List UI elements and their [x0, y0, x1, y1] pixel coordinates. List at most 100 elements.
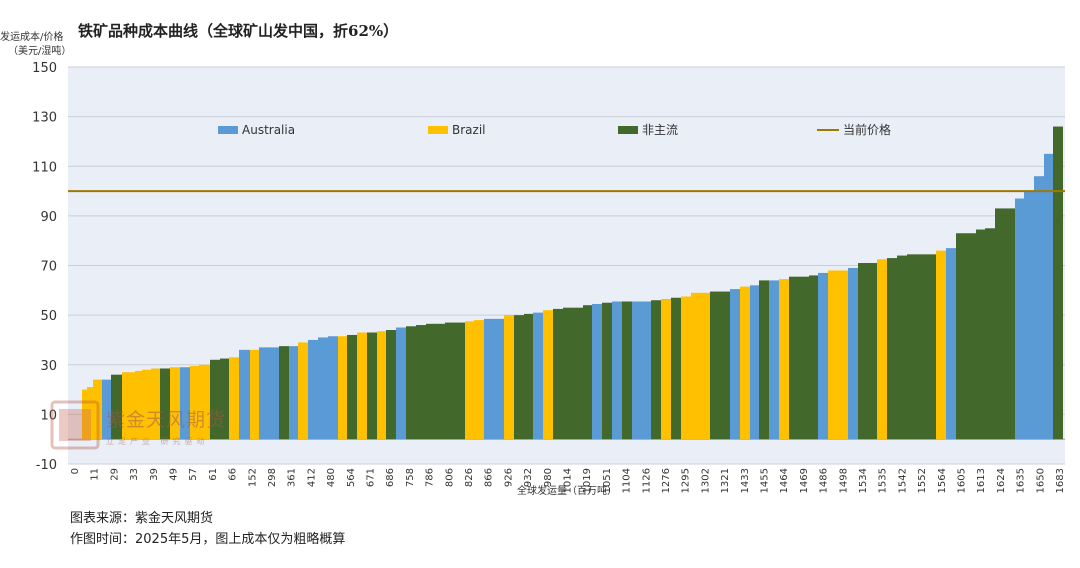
- bar-29: [367, 332, 377, 440]
- bar-0: [82, 389, 87, 440]
- bar-34: [416, 325, 426, 440]
- bar-16: [229, 357, 239, 440]
- x-tick-label: 1613: [976, 468, 987, 493]
- bar-62: [750, 285, 759, 440]
- bar-9: [160, 368, 170, 440]
- y-tick-label: 70: [40, 260, 57, 275]
- footer-note: 作图时间：2025年5月，图上成本仅为粗略概算: [70, 532, 346, 547]
- x-tick-label: 49: [169, 468, 180, 481]
- x-tick-label: 412: [306, 468, 317, 487]
- legend-label: 非主流: [642, 123, 678, 137]
- x-tick-label: 298: [267, 468, 278, 487]
- bar-36: [445, 322, 465, 440]
- bar-71: [858, 263, 877, 440]
- bar-6: [135, 370, 142, 440]
- x-tick-label: 1302: [700, 468, 711, 493]
- bar-43: [524, 313, 533, 440]
- x-tick-label: 1126: [641, 468, 652, 493]
- x-tick-label: 0: [70, 468, 81, 474]
- x-tick-label: 1635: [1016, 468, 1027, 493]
- x-tick-label: 33: [129, 468, 140, 481]
- legend-label: Australia: [242, 123, 295, 137]
- bar-84: [1034, 176, 1044, 440]
- bar-82: [1015, 198, 1024, 440]
- bar-65: [779, 279, 789, 440]
- x-tick-label: 1564: [937, 468, 948, 493]
- x-tick-label: 1542: [897, 468, 908, 493]
- x-tick-label: 926: [503, 468, 514, 487]
- x-tick-label: 671: [366, 468, 377, 487]
- bar-32: [396, 327, 406, 440]
- x-tick-label: 1605: [957, 468, 968, 493]
- bar-26: [338, 336, 347, 440]
- x-tick-label: 1295: [681, 468, 692, 493]
- x-tick-label: 1683: [1055, 468, 1066, 493]
- bars: [68, 126, 1065, 440]
- bar-18: [250, 349, 259, 440]
- legend-label: Brazil: [452, 123, 486, 137]
- bar-64: [769, 280, 779, 440]
- bar-24: [318, 337, 328, 440]
- bar-86: [1053, 126, 1063, 440]
- bar-44: [533, 312, 543, 440]
- x-tick-label: 1433: [740, 468, 751, 493]
- x-tick-label: 152: [247, 468, 258, 487]
- x-tick-label: 786: [425, 468, 436, 487]
- x-ticks: 0 11 29 33 39 49 57 61 66 152 298 361 412 480 564 671 68…: [70, 468, 1066, 493]
- bar-45: [543, 310, 553, 440]
- x-tick-label: 564: [346, 468, 357, 487]
- bar-58: [691, 292, 710, 440]
- bar-11: [180, 367, 190, 440]
- watermark-text: 紫金天风期货: [106, 409, 227, 431]
- bar-83: [1024, 191, 1034, 440]
- bar-30: [377, 331, 386, 440]
- x-tick-label: 11: [90, 468, 101, 481]
- bar-10: [170, 367, 180, 440]
- footer-source: 图表来源：紫金天风期货: [70, 511, 214, 526]
- bar-12: [190, 365, 199, 440]
- y-tick-label: 10: [40, 408, 57, 423]
- bar-17: [239, 349, 250, 440]
- x-tick-label: 686: [385, 468, 396, 487]
- x-tick-label: 932: [523, 468, 534, 487]
- bar-54: [651, 300, 661, 440]
- x-tick-label: 758: [405, 468, 416, 487]
- chart-title: 铁矿品种成本曲线（全球矿山发中国，折62%）: [78, 22, 399, 40]
- x-tick-label: 57: [188, 468, 199, 481]
- bar-35: [426, 323, 445, 440]
- x-tick-label: 1019: [582, 468, 593, 493]
- bar-41: [504, 315, 514, 440]
- x-tick-label: 39: [149, 468, 160, 481]
- bar-39: [484, 318, 494, 440]
- x-tick-label: 1104: [622, 468, 633, 493]
- x-tick-label: 826: [464, 468, 475, 487]
- x-tick-label: 1464: [779, 468, 790, 493]
- legend: Australia Brazil 非主流 当前价格: [218, 122, 891, 137]
- bar-81: [995, 208, 1015, 440]
- bar-13: [199, 364, 210, 440]
- y-axis-label: 发运成本/价格: [0, 32, 64, 43]
- bar-40: [494, 318, 504, 440]
- bar-50: [602, 302, 612, 440]
- bar-8: [151, 368, 160, 440]
- y-axis-unit: （美元/湿吨）: [8, 46, 72, 57]
- bar-23: [308, 339, 318, 440]
- legend-swatch: [428, 126, 448, 134]
- bar-14: [210, 359, 220, 440]
- x-tick-label: 361: [287, 468, 298, 487]
- x-tick-label: 29: [109, 468, 120, 481]
- bar-73: [887, 258, 897, 440]
- y-tick-label: 90: [40, 210, 57, 225]
- bar-78: [956, 233, 976, 440]
- bar-69: [828, 270, 848, 440]
- bar-79: [976, 229, 985, 440]
- bar-28: [357, 332, 367, 440]
- y-tick-label: 130: [32, 111, 57, 126]
- bar-2: [93, 379, 102, 440]
- y-tick-label: 30: [40, 359, 57, 374]
- bar-51: [612, 301, 622, 440]
- bar-57: [681, 296, 691, 440]
- bar-75: [907, 254, 936, 440]
- bar-25: [328, 336, 338, 440]
- bar-61: [740, 286, 750, 440]
